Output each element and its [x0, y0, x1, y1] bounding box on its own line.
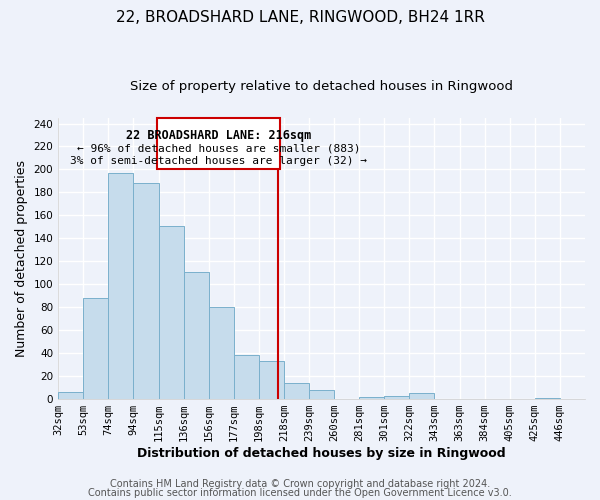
- Text: ← 96% of detached houses are smaller (883): ← 96% of detached houses are smaller (88…: [77, 143, 361, 153]
- FancyBboxPatch shape: [157, 118, 280, 170]
- Bar: [158, 226, 184, 399]
- Title: Size of property relative to detached houses in Ringwood: Size of property relative to detached ho…: [130, 80, 513, 93]
- Bar: [209, 307, 234, 399]
- Text: 22 BROADSHARD LANE: 216sqm: 22 BROADSHARD LANE: 216sqm: [126, 130, 311, 142]
- X-axis label: Distribution of detached houses by size in Ringwood: Distribution of detached houses by size …: [137, 447, 506, 460]
- Bar: [385, 396, 409, 399]
- Text: 22, BROADSHARD LANE, RINGWOOD, BH24 1RR: 22, BROADSHARD LANE, RINGWOOD, BH24 1RR: [116, 10, 484, 25]
- Y-axis label: Number of detached properties: Number of detached properties: [15, 160, 28, 357]
- Bar: [409, 394, 434, 399]
- Bar: [184, 272, 209, 399]
- Text: Contains HM Land Registry data © Crown copyright and database right 2024.: Contains HM Land Registry data © Crown c…: [110, 479, 490, 489]
- Bar: [309, 390, 334, 399]
- Bar: [83, 298, 109, 399]
- Bar: [259, 361, 284, 399]
- Bar: [58, 392, 83, 399]
- Bar: [234, 356, 259, 399]
- Bar: [359, 397, 385, 399]
- Bar: [133, 183, 158, 399]
- Text: 3% of semi-detached houses are larger (32) →: 3% of semi-detached houses are larger (3…: [70, 156, 367, 166]
- Bar: [535, 398, 560, 399]
- Text: Contains public sector information licensed under the Open Government Licence v3: Contains public sector information licen…: [88, 488, 512, 498]
- Bar: [284, 383, 309, 399]
- Bar: [109, 173, 133, 399]
